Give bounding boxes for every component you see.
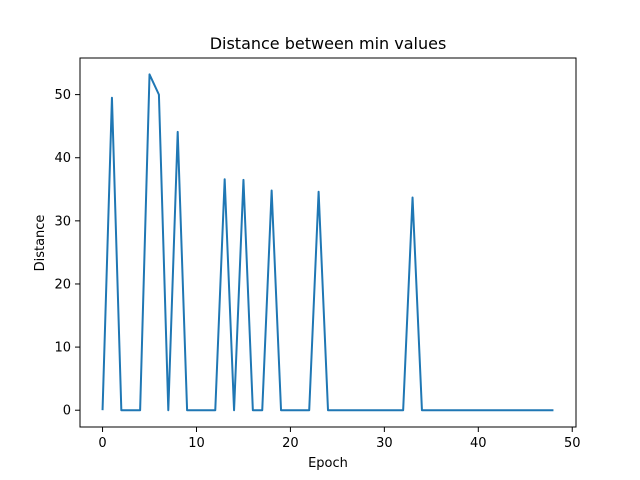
y-tick-label: 20	[54, 277, 71, 292]
x-tick-label: 0	[98, 436, 106, 451]
x-tick-label: 40	[470, 436, 487, 451]
chart-title: Distance between min values	[210, 34, 447, 53]
axes-layer	[79, 57, 577, 428]
x-axis-label: Epoch	[308, 456, 348, 471]
y-tick-label: 40	[54, 151, 71, 166]
x-axis-ticks: 0 10 20 30 40 50	[98, 427, 581, 451]
plot-area	[80, 58, 576, 427]
y-tick-label: 10	[54, 341, 71, 356]
series-line-0	[101, 73, 554, 412]
y-tick-label: 30	[54, 214, 71, 229]
y-axis-ticks: 0 10 20 30 40 50	[54, 88, 80, 419]
y-tick-label: 50	[54, 88, 71, 103]
plot-frame	[79, 57, 577, 428]
x-tick-label: 10	[188, 436, 205, 451]
series-layer	[101, 73, 554, 412]
y-axis-label: Distance	[33, 215, 48, 272]
x-tick-label: 30	[376, 436, 393, 451]
y-tick-label: 0	[63, 404, 71, 419]
x-tick-label: 50	[564, 436, 581, 451]
x-tick-label: 20	[282, 436, 299, 451]
